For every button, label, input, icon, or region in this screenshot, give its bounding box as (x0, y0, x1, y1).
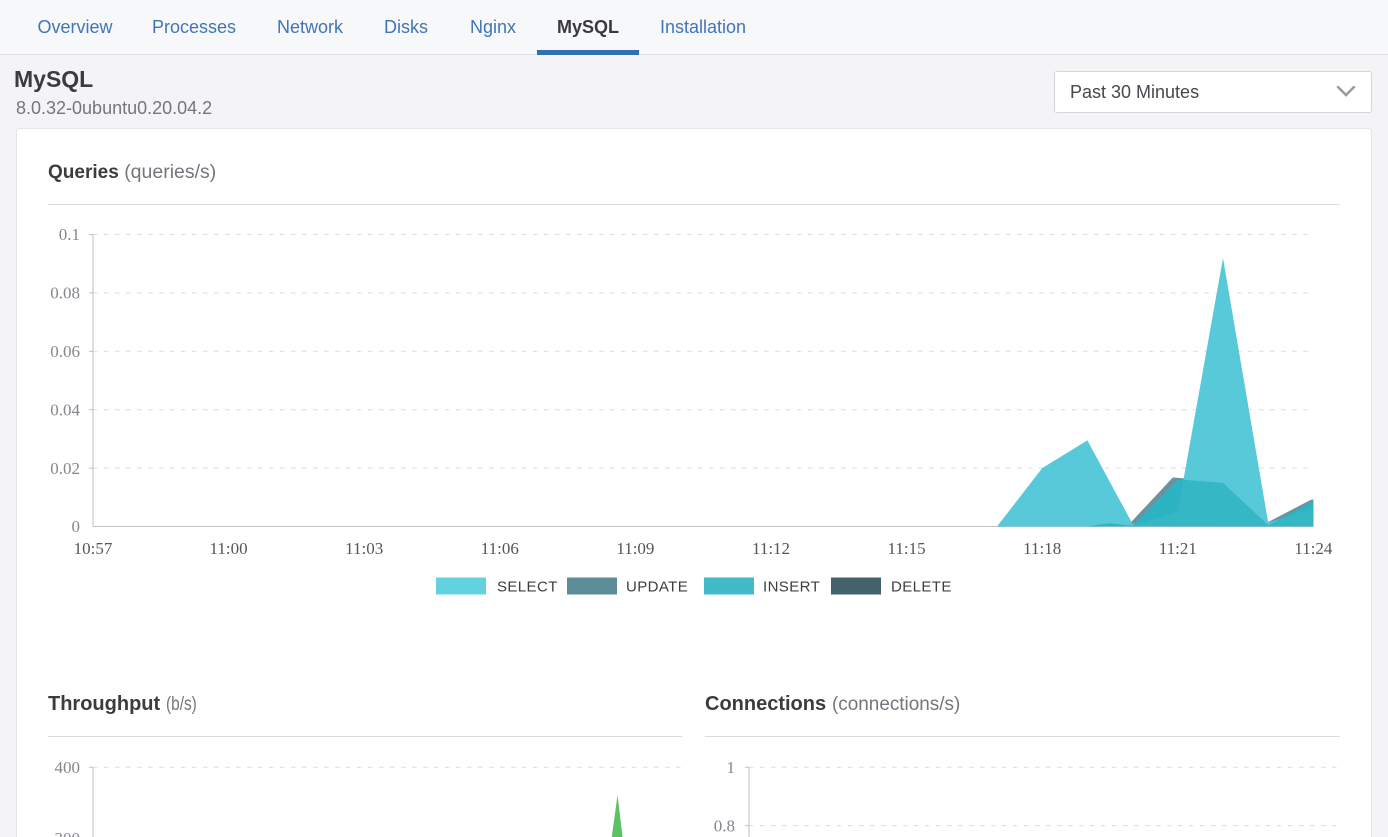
svg-text:11:06: 11:06 (481, 539, 519, 558)
svg-text:0.8: 0.8 (714, 816, 735, 835)
svg-text:0.04: 0.04 (50, 400, 80, 419)
svg-text:400: 400 (55, 758, 81, 777)
svg-text:0.1: 0.1 (59, 225, 80, 244)
svg-text:0.08: 0.08 (50, 284, 80, 303)
svg-text:11:09: 11:09 (616, 539, 654, 558)
svg-text:1: 1 (727, 758, 736, 777)
svg-text:UPDATE: UPDATE (626, 579, 688, 596)
svg-text:11:12: 11:12 (752, 539, 790, 558)
svg-text:11:15: 11:15 (888, 539, 926, 558)
svg-text:11:21: 11:21 (1159, 539, 1197, 558)
svg-text:INSERT: INSERT (763, 579, 820, 596)
svg-text:SELECT: SELECT (497, 579, 558, 596)
svg-text:DELETE: DELETE (891, 579, 952, 596)
svg-text:11:18: 11:18 (1023, 539, 1061, 558)
svg-text:0.06: 0.06 (50, 342, 80, 361)
svg-text:10:57: 10:57 (74, 539, 113, 558)
svg-text:300: 300 (55, 829, 81, 837)
svg-text:11:03: 11:03 (345, 539, 383, 558)
svg-text:0.02: 0.02 (50, 459, 80, 478)
svg-text:11:00: 11:00 (210, 539, 248, 558)
svg-text:0: 0 (72, 517, 81, 536)
svg-text:11:24: 11:24 (1294, 539, 1333, 558)
